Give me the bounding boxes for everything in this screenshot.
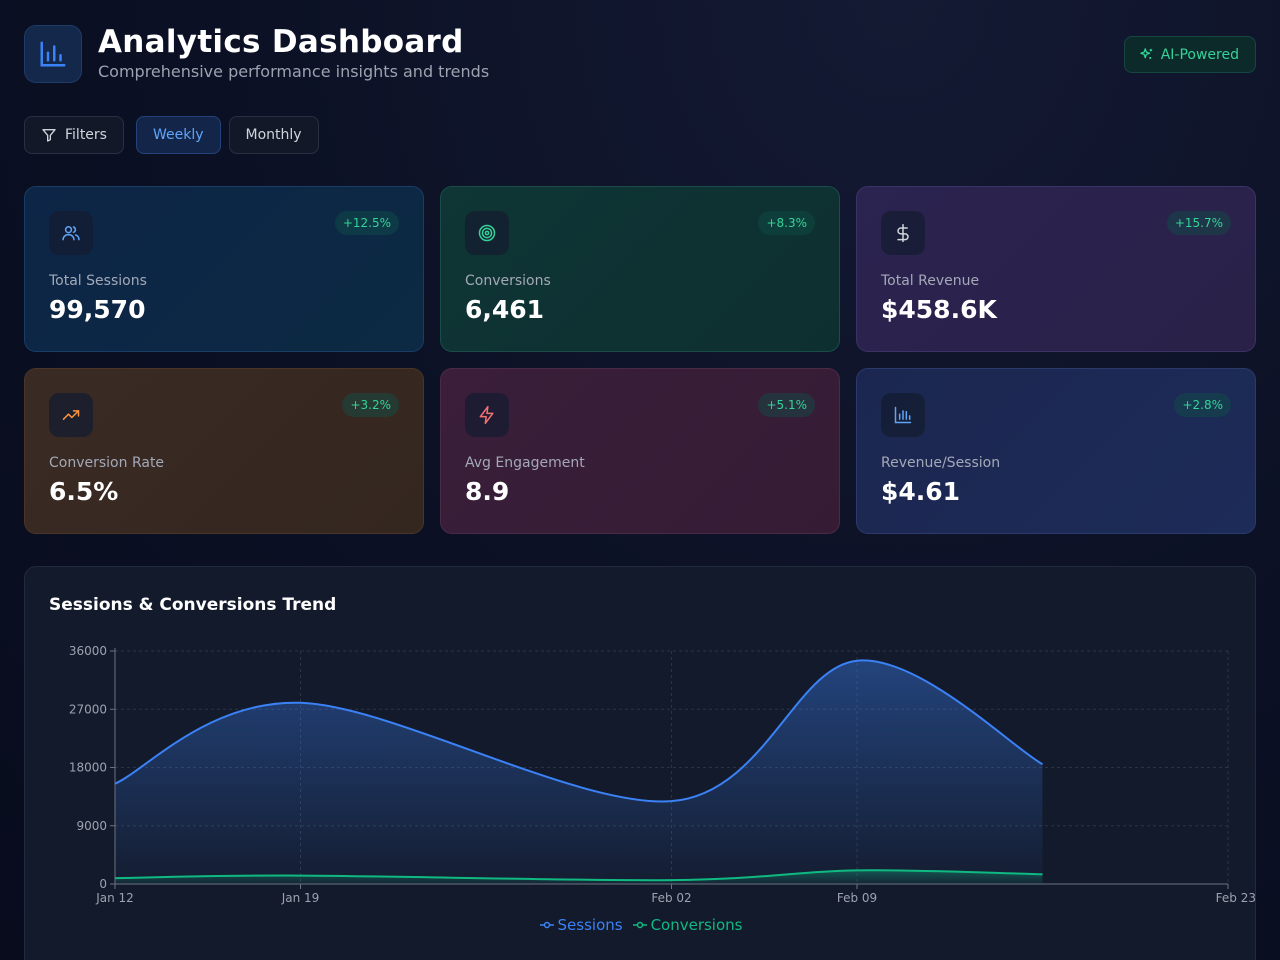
target-icon — [465, 211, 509, 255]
monthly-toggle[interactable]: Monthly — [228, 116, 319, 154]
x-tick-label: Feb 09 — [837, 891, 877, 905]
page-title: Analytics Dashboard — [98, 24, 464, 60]
change-badge: +15.7% — [1166, 211, 1231, 235]
kpi-value: 99,570 — [49, 295, 146, 324]
y-tick-label: 0 — [99, 877, 107, 891]
kpi-label: Total Sessions — [49, 273, 147, 289]
zap-icon — [465, 393, 509, 437]
y-tick-label: 36000 — [69, 644, 107, 658]
x-tick-label: Feb 02 — [651, 891, 691, 905]
x-tick-label: Jan 12 — [95, 891, 134, 905]
legend-label: Sessions — [557, 916, 623, 934]
y-tick-label: 27000 — [69, 702, 107, 716]
legend-item-conversions[interactable]: Conversions — [632, 916, 743, 934]
trend-chart-panel: Sessions & Conversions Trend 0 9000 18000 2… — [24, 566, 1256, 960]
y-tick-label: 9000 — [76, 819, 107, 833]
change-badge: +12.5% — [334, 211, 399, 235]
kpi-cards: +12.5% Total Sessions 99,570 +8.3% Conve… — [24, 186, 1256, 534]
bar-chart-logo-icon — [24, 25, 82, 83]
ai-powered-badge: AI-Powered — [1123, 36, 1256, 73]
legend-item-sessions[interactable]: Sessions — [539, 916, 623, 934]
change-badge: +2.8% — [1174, 393, 1231, 417]
chart-legend: Sessions Conversions — [25, 916, 1257, 934]
kpi-card-total-sessions: +12.5% Total Sessions 99,570 — [24, 186, 424, 352]
sessions-area — [115, 660, 1043, 884]
change-badge: +3.2% — [342, 393, 399, 417]
kpi-label: Conversion Rate — [49, 455, 165, 471]
legend-line-marker-icon — [539, 921, 554, 929]
x-tick-label: Jan 19 — [281, 891, 320, 905]
legend-label: Conversions — [650, 916, 743, 934]
kpi-label: Avg Engagement — [465, 455, 585, 471]
page-subtitle: Comprehensive performance insights and t… — [98, 62, 490, 81]
ai-badge-label: AI-Powered — [1160, 46, 1239, 63]
kpi-card-total-revenue: +15.7% Total Revenue $458.6K — [856, 186, 1256, 352]
kpi-value: 6.5% — [49, 477, 119, 506]
filters-label: Filters — [65, 127, 107, 143]
kpi-label: Revenue/Session — [881, 455, 1001, 471]
weekly-toggle[interactable]: Weekly — [135, 116, 221, 154]
legend-line-marker-icon — [632, 921, 647, 929]
filter-icon — [42, 129, 56, 142]
change-badge: +5.1% — [758, 393, 815, 417]
filters-button[interactable]: Filters — [24, 116, 124, 154]
trend-chart: 0 9000 18000 27000 36000 Jan 12 Jan 19 Feb 02 Fe… — [69, 644, 1256, 905]
toolbar: Filters Weekly Monthly — [24, 116, 319, 154]
dollar-icon — [881, 211, 925, 255]
conversions-line — [114, 869, 1043, 882]
kpi-label: Total Revenue — [881, 273, 980, 289]
bar-chart-icon — [881, 393, 925, 437]
kpi-card-conversions: +8.3% Conversions 6,461 — [440, 186, 840, 352]
trending-up-icon — [49, 393, 93, 437]
kpi-label: Conversions — [465, 273, 551, 289]
page-header: Analytics Dashboard Comprehensive perfor… — [24, 24, 1256, 84]
y-tick-label: 18000 — [69, 761, 107, 775]
kpi-card-avg-engagement: +5.1% Avg Engagement 8.9 — [440, 368, 840, 534]
kpi-value: $458.6K — [881, 295, 997, 324]
kpi-value: 6,461 — [465, 295, 545, 324]
users-icon — [49, 211, 93, 255]
conversions-area — [115, 870, 1043, 884]
sessions-line — [114, 659, 1043, 803]
kpi-card-conversion-rate: +3.2% Conversion Rate 6.5% — [24, 368, 424, 534]
chart-title: Sessions & Conversions Trend — [49, 595, 337, 615]
kpi-value: 8.9 — [465, 477, 510, 506]
sparkles-icon — [1139, 48, 1152, 59]
kpi-value: $4.61 — [881, 477, 961, 506]
change-badge: +8.3% — [758, 211, 815, 235]
kpi-card-revenue-per-session: +2.8% Revenue/Session $4.61 — [856, 368, 1256, 534]
x-tick-label: Feb 23 — [1216, 891, 1256, 905]
